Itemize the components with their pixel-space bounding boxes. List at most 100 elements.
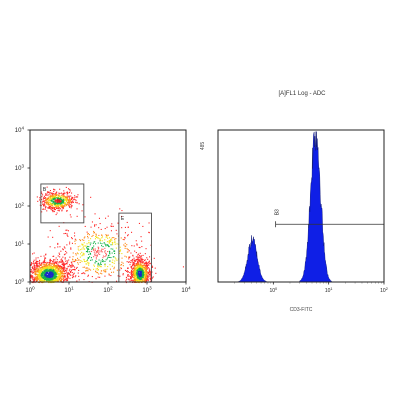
event-dot [99,265,101,267]
event-dot [51,263,53,265]
event-dot [57,209,59,211]
event-dot [66,202,68,204]
event-dot [65,200,67,202]
event-dot [54,280,56,282]
event-dot [49,197,51,199]
event-dot [85,267,87,269]
event-dot [32,282,34,284]
event-dot [71,269,73,271]
event-dot [127,278,129,280]
event-dot [137,256,139,258]
event-dot [52,206,54,208]
event-dot [150,278,152,280]
event-dot [58,276,60,278]
event-dot [144,277,146,279]
event-dot [65,229,67,231]
event-dot [41,275,43,277]
event-dot [78,269,80,271]
event-dot [136,277,138,279]
event-dot [50,260,52,262]
event-dot [50,280,52,282]
event-dot [110,230,112,232]
event-dot [119,275,121,277]
event-dot [140,269,142,271]
event-dot [70,274,72,276]
event-dot [67,230,69,232]
event-dot [53,211,55,213]
event-dot [139,260,141,262]
event-dot [134,280,136,282]
event-dot [70,266,72,268]
event-dot [60,198,62,200]
event-dot [84,216,86,218]
event-dot [59,265,61,267]
event-dot [54,262,56,264]
event-dot [72,265,74,267]
event-dot [60,267,62,269]
event-dot [155,272,157,274]
event-dot [81,248,83,250]
event-dot [54,198,56,200]
event-dot [74,269,76,271]
event-dot [32,266,34,268]
event-dot [44,201,46,203]
event-dot [36,196,38,198]
event-dot [38,273,40,275]
event-dot [149,256,151,258]
event-dot [55,272,57,274]
event-dot [98,247,100,249]
event-dot [87,267,89,269]
event-dot [133,275,135,277]
event-dot [105,236,107,238]
event-dot [139,271,141,273]
event-dot [64,199,66,201]
event-dot [145,262,147,264]
event-dot [135,267,137,269]
event-dot [45,261,47,263]
event-dot [95,260,97,262]
event-dot [75,196,77,198]
event-dot [99,263,101,265]
event-dot [182,266,184,268]
event-dot [36,263,38,265]
event-dot [112,248,114,250]
event-dot [40,272,42,274]
event-dot [106,241,108,243]
event-dot [74,259,76,261]
event-dot [70,272,72,274]
event-dot [127,234,129,236]
event-dot [55,277,57,279]
event-dot [55,265,57,267]
event-dot [50,268,52,270]
event-dot [57,273,59,275]
event-dot [42,277,44,279]
event-dot [105,270,107,272]
event-dot [140,261,142,263]
event-dot [41,279,43,281]
event-dot [30,276,32,278]
event-dot [67,192,69,194]
event-dot [34,279,36,281]
event-dot [47,199,49,201]
event-dot [58,252,60,254]
event-dot [58,194,60,196]
event-dot [45,266,47,268]
event-dot [132,277,134,279]
event-dot [51,276,53,278]
event-dot [90,196,92,198]
event-dot [132,274,134,276]
event-dot [66,234,68,236]
event-dot [98,264,100,266]
event-dot [49,262,51,264]
event-dot [53,271,55,273]
event-dot [61,266,63,268]
event-dot [86,247,88,249]
event-dot [58,270,60,272]
event-dot [134,268,136,270]
event-dot [91,248,93,250]
event-dot [47,265,49,267]
event-dot [144,277,146,279]
event-dot [48,204,50,206]
event-dot [43,275,45,277]
event-dot [46,200,48,202]
